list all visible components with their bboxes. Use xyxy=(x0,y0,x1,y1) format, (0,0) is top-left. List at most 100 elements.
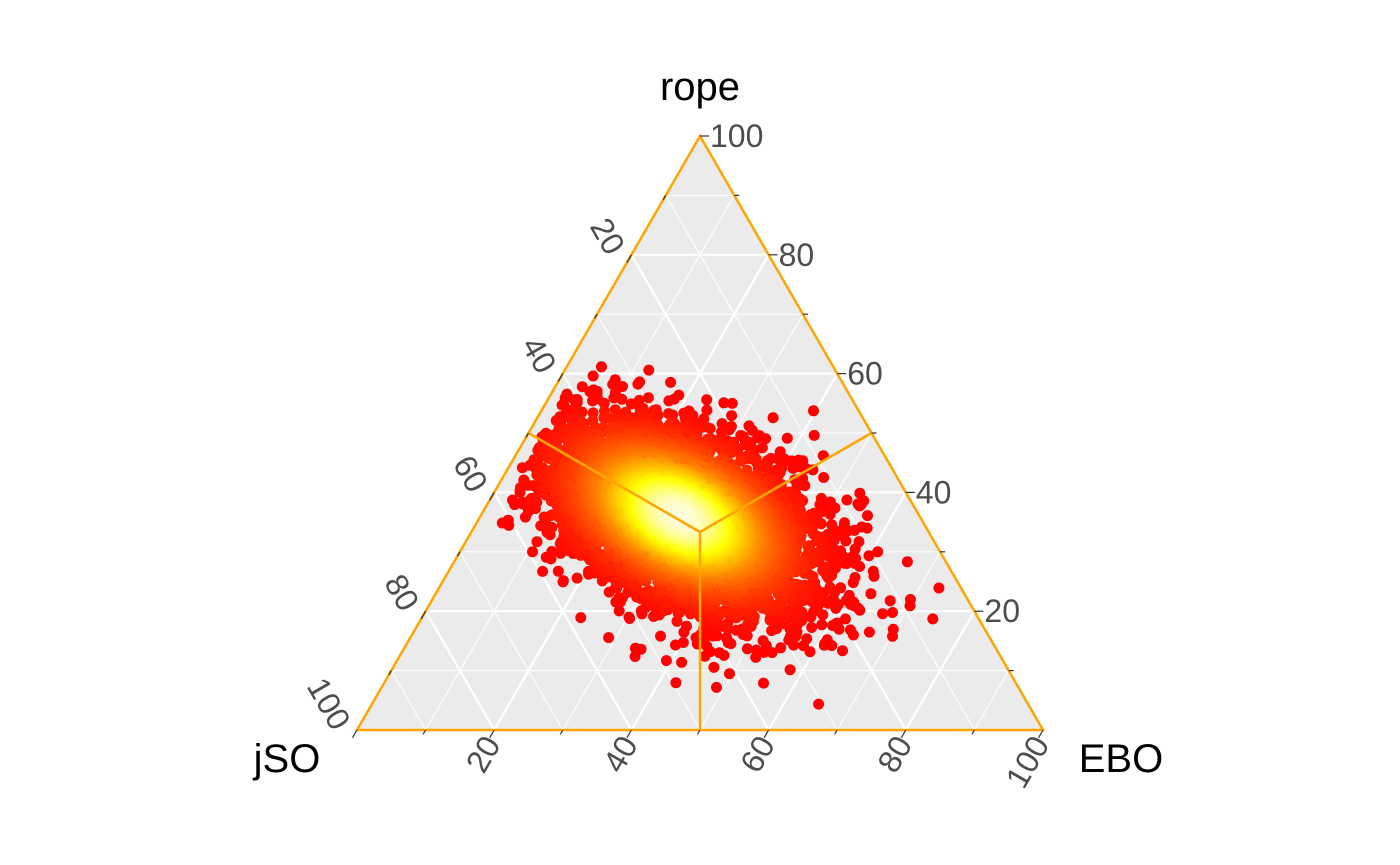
scatter-point xyxy=(726,410,738,422)
scatter-point xyxy=(701,640,713,652)
scatter-point xyxy=(643,585,655,597)
scatter-point xyxy=(784,664,796,676)
scatter-point xyxy=(613,605,625,617)
scatter-point xyxy=(537,565,549,577)
scatter-point xyxy=(817,609,829,621)
scatter-point xyxy=(596,361,607,373)
scatter-point xyxy=(598,397,610,409)
scatter-point xyxy=(676,656,688,668)
scatter-point xyxy=(847,577,859,589)
grid-line-jso xyxy=(390,670,427,731)
scatter-point xyxy=(852,498,864,510)
scatter-point xyxy=(901,556,913,568)
grid-line-jso xyxy=(424,610,496,731)
scatter-point xyxy=(722,617,734,629)
scatter-point xyxy=(767,412,779,424)
scatter-point xyxy=(587,370,599,382)
scatter-point xyxy=(757,635,769,647)
scatter-point xyxy=(571,572,583,584)
scatter-point xyxy=(718,605,730,617)
scatter-point xyxy=(758,677,769,689)
scatter-point xyxy=(558,399,570,411)
grid-line-ebo xyxy=(904,610,976,731)
scatter-point xyxy=(635,643,647,655)
scatter-point xyxy=(557,575,569,587)
scatter-point xyxy=(642,392,654,404)
scatter-point xyxy=(837,645,848,657)
scatter-point xyxy=(867,565,879,577)
scatter-point xyxy=(826,519,838,531)
scatter-point xyxy=(632,378,644,390)
scatter-point xyxy=(665,376,677,388)
scatter-point xyxy=(863,626,875,638)
scatter-point xyxy=(603,632,615,644)
scatter-point xyxy=(862,510,873,522)
scatter-point xyxy=(817,565,829,576)
scatter-point xyxy=(531,496,543,508)
scatter-point xyxy=(741,643,753,655)
grid-line-ebo xyxy=(836,551,941,731)
scatter-point xyxy=(726,397,738,409)
scatter-point xyxy=(801,633,813,645)
scatter-point xyxy=(756,442,768,454)
grid-line-jso xyxy=(459,551,564,731)
scatter-point xyxy=(865,588,877,600)
scatter-point xyxy=(818,472,830,483)
scatter-point xyxy=(806,622,818,633)
scatter-point xyxy=(708,661,720,673)
scatter-point xyxy=(787,462,799,474)
scatter-point xyxy=(701,404,713,416)
scatter-point xyxy=(927,613,939,625)
grid-line-jso xyxy=(493,491,633,731)
scatter-point xyxy=(502,514,514,526)
scatter-point xyxy=(840,594,852,606)
scatter-point xyxy=(808,405,819,417)
scatter-points xyxy=(496,361,945,710)
scatter-point xyxy=(546,521,558,533)
scatter-point xyxy=(660,655,672,667)
scatter-point xyxy=(718,397,730,409)
grid-line-ebo xyxy=(973,670,1010,731)
scatter-point xyxy=(623,611,635,623)
scatter-point xyxy=(527,546,538,558)
scatter-point xyxy=(933,582,945,594)
scatter-point xyxy=(643,364,655,376)
scatter-point xyxy=(616,393,628,405)
scatter-point xyxy=(887,607,898,618)
scatter-point xyxy=(575,612,587,624)
scatter-point xyxy=(872,546,884,558)
scatter-point xyxy=(781,432,793,444)
scatter-point xyxy=(827,620,839,631)
scatter-point xyxy=(863,550,875,562)
scatter-point xyxy=(817,506,829,517)
scatter-point xyxy=(735,455,747,467)
scatter-point xyxy=(629,651,641,662)
scatter-point xyxy=(816,619,828,631)
scatter-point xyxy=(750,644,762,656)
scatter-point xyxy=(677,637,689,648)
scatter-point xyxy=(775,642,787,654)
scatter-point xyxy=(655,630,666,642)
scatter-point xyxy=(887,623,899,635)
scatter-point xyxy=(800,550,812,562)
scatter-point xyxy=(670,677,682,689)
scatter-point xyxy=(531,536,543,548)
scatter-point xyxy=(701,394,713,406)
scatter-point xyxy=(681,620,692,632)
scatter-point xyxy=(667,409,679,421)
scatter-point xyxy=(724,668,735,680)
scatter-point xyxy=(625,398,637,410)
scatter-point xyxy=(552,565,564,577)
scatter-point xyxy=(711,681,722,693)
scatter-point xyxy=(587,395,598,407)
scatter-point xyxy=(844,624,856,636)
scatter-point xyxy=(721,632,733,644)
scatter-point xyxy=(607,378,619,390)
scatter-point xyxy=(813,698,825,710)
scatter-point xyxy=(617,381,628,392)
scatter-point xyxy=(904,594,916,605)
scatter-point xyxy=(771,623,783,635)
scatter-point xyxy=(884,595,896,607)
scatter-point xyxy=(663,395,675,407)
